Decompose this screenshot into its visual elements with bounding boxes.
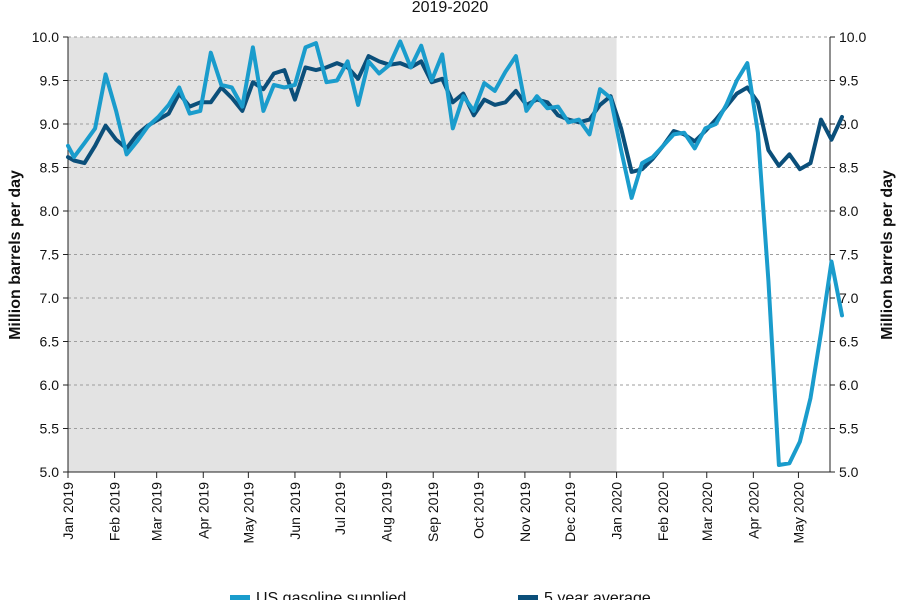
y-tick-label-left: 8.5 (40, 160, 60, 176)
y-tick-label-right: 5.0 (839, 464, 859, 480)
y-tick-label-left: 5.0 (40, 464, 60, 480)
y-axis-title-right: Million barrels per day (879, 170, 896, 340)
y-tick-label-left: 7.5 (40, 247, 60, 263)
chart-title: 2019-2020 (412, 0, 489, 16)
y-tick-label-right: 10.0 (839, 29, 866, 45)
y-tick-label-right: 8.5 (839, 160, 859, 176)
y-tick-label-left: 6.0 (40, 377, 60, 393)
legend-label: US gasoline supplied (256, 590, 406, 600)
x-tick-label: Aug 2019 (379, 482, 395, 542)
y-tick-label-right: 6.0 (839, 377, 859, 393)
y-axis-title-left: Million barrels per day (7, 170, 24, 340)
y-tick-label-right: 9.5 (839, 73, 859, 89)
series-line-us-gasoline-supplied (66, 39, 844, 467)
x-tick-label: Oct 2019 (470, 482, 486, 539)
x-tick-label: Apr 2020 (745, 482, 761, 539)
y-tick-label-left: 10.0 (32, 29, 59, 45)
x-tick-label: Jun 2019 (287, 482, 303, 540)
y-tick-label-left: 5.5 (40, 421, 60, 437)
x-tick-label: Mar 2019 (149, 482, 165, 541)
y-tick-label-right: 7.5 (839, 247, 859, 263)
y-tick-label-left: 9.5 (40, 73, 60, 89)
x-tick-label: Sep 2019 (425, 482, 441, 542)
y-tick-label-left: 7.0 (40, 290, 60, 306)
x-tick-label: Apr 2019 (195, 482, 211, 539)
y-tick-label-right: 7.0 (839, 290, 859, 306)
legend: US gasoline supplied 5 year average (230, 590, 651, 600)
x-tick-label: Nov 2019 (517, 482, 533, 542)
y-tick-label-left: 8.0 (40, 203, 60, 219)
axes: 5.0 5.0 5.5 5.5 6.0 6.0 6.5 6.5 7.0 7.0 7.5 7.5 8.0 8… (32, 29, 867, 543)
y-tick-label-right: 8.0 (839, 203, 859, 219)
legend-label: 5 year average (544, 590, 651, 600)
x-tick-label: May 2020 (790, 482, 806, 544)
x-tick-label: Jan 2020 (609, 482, 625, 540)
series-layer (66, 39, 844, 467)
x-tick-label: Feb 2019 (107, 482, 123, 541)
y-tick-label-right: 6.5 (839, 334, 859, 350)
x-tick-label: May 2019 (240, 482, 256, 544)
x-tick-label: Jul 2019 (332, 482, 348, 535)
x-tick-label: Mar 2020 (699, 482, 715, 541)
gridlines (68, 36, 830, 429)
x-tick-label: Jan 2019 (60, 482, 76, 540)
x-tick-label: Dec 2019 (562, 482, 578, 542)
y-tick-label-right: 9.0 (839, 116, 859, 132)
y-tick-label-right: 5.5 (839, 421, 859, 437)
y-tick-label-left: 6.5 (40, 334, 60, 350)
x-tick-label: Feb 2020 (655, 482, 671, 541)
y-tick-label-left: 9.0 (40, 116, 60, 132)
